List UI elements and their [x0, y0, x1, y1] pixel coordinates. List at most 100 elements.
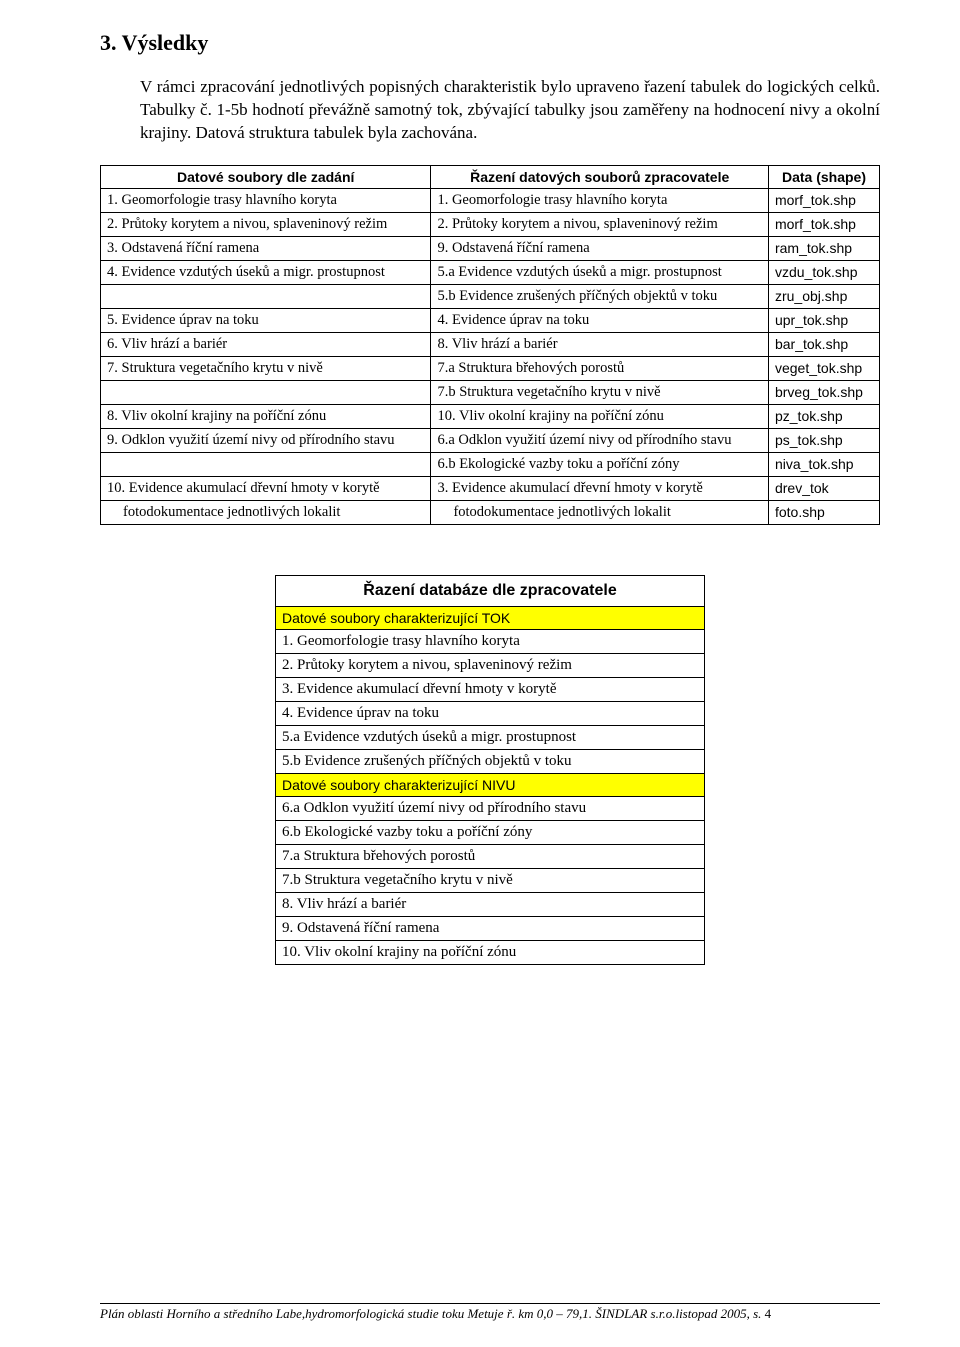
- table-cell: fotodokumentace jednotlivých lokalit: [431, 500, 769, 524]
- footer-text: Plán oblasti Horního a středního Labe,hy…: [100, 1306, 761, 1321]
- table-row: Datové soubory charakterizující NIVU: [276, 773, 705, 796]
- table-cell: 6. Vliv hrází a bariér: [101, 332, 431, 356]
- table-cell: ps_tok.shp: [768, 428, 879, 452]
- table-cell: [101, 284, 431, 308]
- page-footer: Plán oblasti Horního a středního Labe,hy…: [100, 1303, 880, 1322]
- table-cell: morf_tok.shp: [768, 212, 879, 236]
- table-cell: zru_obj.shp: [768, 284, 879, 308]
- table-row: 7. Struktura vegetačního krytu v nivě7.a…: [101, 356, 880, 380]
- mapping-table: Datové soubory dle zadání Řazení datovýc…: [100, 165, 880, 525]
- table-cell: 2. Průtoky korytem a nivou, splaveninový…: [101, 212, 431, 236]
- table-row: 1. Geomorfologie trasy hlavního koryta1.…: [101, 188, 880, 212]
- table-cell: 8. Vliv hrází a bariér: [431, 332, 769, 356]
- table-cell: 7.b Struktura vegetačního krytu v nivě: [431, 380, 769, 404]
- table-cell: 9. Odklon využití území nivy od přírodní…: [101, 428, 431, 452]
- table-cell: drev_tok: [768, 476, 879, 500]
- table-cell: 3. Evidence akumulací dřevní hmoty v kor…: [276, 677, 705, 701]
- table-cell: 2. Průtoky korytem a nivou, splaveninový…: [276, 653, 705, 677]
- table-row: 5.b Evidence zrušených příčných objektů …: [101, 284, 880, 308]
- table-cell: 3. Evidence akumulací dřevní hmoty v kor…: [431, 476, 769, 500]
- table-cell: 5. Evidence úprav na toku: [101, 308, 431, 332]
- table-cell: 6.a Odklon využití území nivy od přírodn…: [276, 796, 705, 820]
- table2-header-row: Řazení databáze dle zpracovatele: [276, 575, 705, 606]
- footer-page-number: 4: [765, 1306, 772, 1321]
- table-cell: 5.a Evidence vzdutých úseků a migr. pros…: [276, 725, 705, 749]
- table-row: 7.b Struktura vegetačního krytu v nivěbr…: [101, 380, 880, 404]
- table-row: 6.a Odklon využití území nivy od přírodn…: [276, 796, 705, 820]
- table-cell: ram_tok.shp: [768, 236, 879, 260]
- col-header-3: Data (shape): [768, 165, 879, 188]
- table-cell: 7.b Struktura vegetačního krytu v nivě: [276, 868, 705, 892]
- table-row: 6.b Ekologické vazby toku a poříční zóny…: [101, 452, 880, 476]
- table-cell: 8. Vliv hrází a bariér: [276, 892, 705, 916]
- table-cell: niva_tok.shp: [768, 452, 879, 476]
- table-cell: 9. Odstavená říční ramena: [276, 916, 705, 940]
- table-cell: 6.a Odklon využití území nivy od přírodn…: [431, 428, 769, 452]
- table-cell: 5.a Evidence vzdutých úseků a migr. pros…: [431, 260, 769, 284]
- table-row: 10. Evidence akumulací dřevní hmoty v ko…: [101, 476, 880, 500]
- table-cell: upr_tok.shp: [768, 308, 879, 332]
- table-cell: 2. Průtoky korytem a nivou, splaveninový…: [431, 212, 769, 236]
- table-row: Datové soubory charakterizující TOK: [276, 606, 705, 629]
- page-container: 3. Výsledky V rámci zpracování jednotliv…: [0, 0, 960, 1347]
- table-row: 9. Odstavená říční ramena: [276, 916, 705, 940]
- table-cell: 4. Evidence úprav na toku: [276, 701, 705, 725]
- table-cell: 3. Odstavená říční ramena: [101, 236, 431, 260]
- table2-header: Řazení databáze dle zpracovatele: [276, 575, 705, 606]
- table-cell: 9. Odstavená říční ramena: [431, 236, 769, 260]
- table-row: 3. Odstavená říční ramena9. Odstavená ří…: [101, 236, 880, 260]
- table-row: 5. Evidence úprav na toku4. Evidence úpr…: [101, 308, 880, 332]
- table-cell: Datové soubory charakterizující NIVU: [276, 773, 705, 796]
- table-cell: fotodokumentace jednotlivých lokalit: [101, 500, 431, 524]
- table-cell: 10. Evidence akumulací dřevní hmoty v ko…: [101, 476, 431, 500]
- table-row: 5.b Evidence zrušených příčných objektů …: [276, 749, 705, 773]
- intro-paragraph: V rámci zpracování jednotlivých popisnýc…: [140, 76, 880, 145]
- table-row: 5.a Evidence vzdutých úseků a migr. pros…: [276, 725, 705, 749]
- table-cell: 6.b Ekologické vazby toku a poříční zóny: [276, 820, 705, 844]
- table-cell: 6.b Ekologické vazby toku a poříční zóny: [431, 452, 769, 476]
- table-cell: Datové soubory charakterizující TOK: [276, 606, 705, 629]
- table-cell: brveg_tok.shp: [768, 380, 879, 404]
- table-cell: 1. Geomorfologie trasy hlavního koryta: [276, 629, 705, 653]
- table-row: 4. Evidence úprav na toku: [276, 701, 705, 725]
- table-cell: pz_tok.shp: [768, 404, 879, 428]
- col-header-1: Datové soubory dle zadání: [101, 165, 431, 188]
- table-cell: morf_tok.shp: [768, 188, 879, 212]
- table-cell: 1. Geomorfologie trasy hlavního koryta: [101, 188, 431, 212]
- table-row: 1. Geomorfologie trasy hlavního koryta: [276, 629, 705, 653]
- ordering-table: Řazení databáze dle zpracovatele Datové …: [275, 575, 705, 965]
- table-cell: 7.a Struktura břehových porostů: [431, 356, 769, 380]
- table-row: 9. Odklon využití území nivy od přírodní…: [101, 428, 880, 452]
- table-cell: veget_tok.shp: [768, 356, 879, 380]
- table-cell: foto.shp: [768, 500, 879, 524]
- table-cell: vzdu_tok.shp: [768, 260, 879, 284]
- table-cell: [101, 452, 431, 476]
- table-cell: bar_tok.shp: [768, 332, 879, 356]
- table-header-row: Datové soubory dle zadání Řazení datovýc…: [101, 165, 880, 188]
- table-cell: 1. Geomorfologie trasy hlavního koryta: [431, 188, 769, 212]
- table-cell: 4. Evidence vzdutých úseků a migr. prost…: [101, 260, 431, 284]
- table-row: 2. Průtoky korytem a nivou, splaveninový…: [101, 212, 880, 236]
- table-row: 10. Vliv okolní krajiny na poříční zónu: [276, 940, 705, 964]
- table-row: 2. Průtoky korytem a nivou, splaveninový…: [276, 653, 705, 677]
- table-row: 8. Vliv hrází a bariér: [276, 892, 705, 916]
- table-cell: 5.b Evidence zrušených příčných objektů …: [431, 284, 769, 308]
- table-row: 4. Evidence vzdutých úseků a migr. prost…: [101, 260, 880, 284]
- table-cell: [101, 380, 431, 404]
- table-cell: 10. Vliv okolní krajiny na poříční zónu: [431, 404, 769, 428]
- table-cell: 7. Struktura vegetačního krytu v nivě: [101, 356, 431, 380]
- table-row: 8. Vliv okolní krajiny na poříční zónu10…: [101, 404, 880, 428]
- table-cell: 4. Evidence úprav na toku: [431, 308, 769, 332]
- table-row: 7.b Struktura vegetačního krytu v nivě: [276, 868, 705, 892]
- table-row: 7.a Struktura břehových porostů: [276, 844, 705, 868]
- table-cell: 8. Vliv okolní krajiny na poříční zónu: [101, 404, 431, 428]
- table-cell: 5.b Evidence zrušených příčných objektů …: [276, 749, 705, 773]
- table-row: fotodokumentace jednotlivých lokalitfoto…: [101, 500, 880, 524]
- table-row: 6. Vliv hrází a bariér8. Vliv hrází a ba…: [101, 332, 880, 356]
- table-cell: 10. Vliv okolní krajiny na poříční zónu: [276, 940, 705, 964]
- table-row: 3. Evidence akumulací dřevní hmoty v kor…: [276, 677, 705, 701]
- section-heading: 3. Výsledky: [100, 30, 880, 56]
- col-header-2: Řazení datových souborů zpracovatele: [431, 165, 769, 188]
- table-cell: 7.a Struktura břehových porostů: [276, 844, 705, 868]
- table-row: 6.b Ekologické vazby toku a poříční zóny: [276, 820, 705, 844]
